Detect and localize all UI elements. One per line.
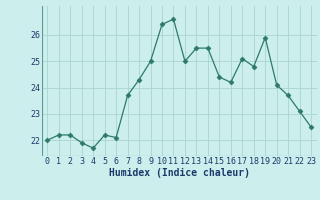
X-axis label: Humidex (Indice chaleur): Humidex (Indice chaleur) xyxy=(109,168,250,178)
